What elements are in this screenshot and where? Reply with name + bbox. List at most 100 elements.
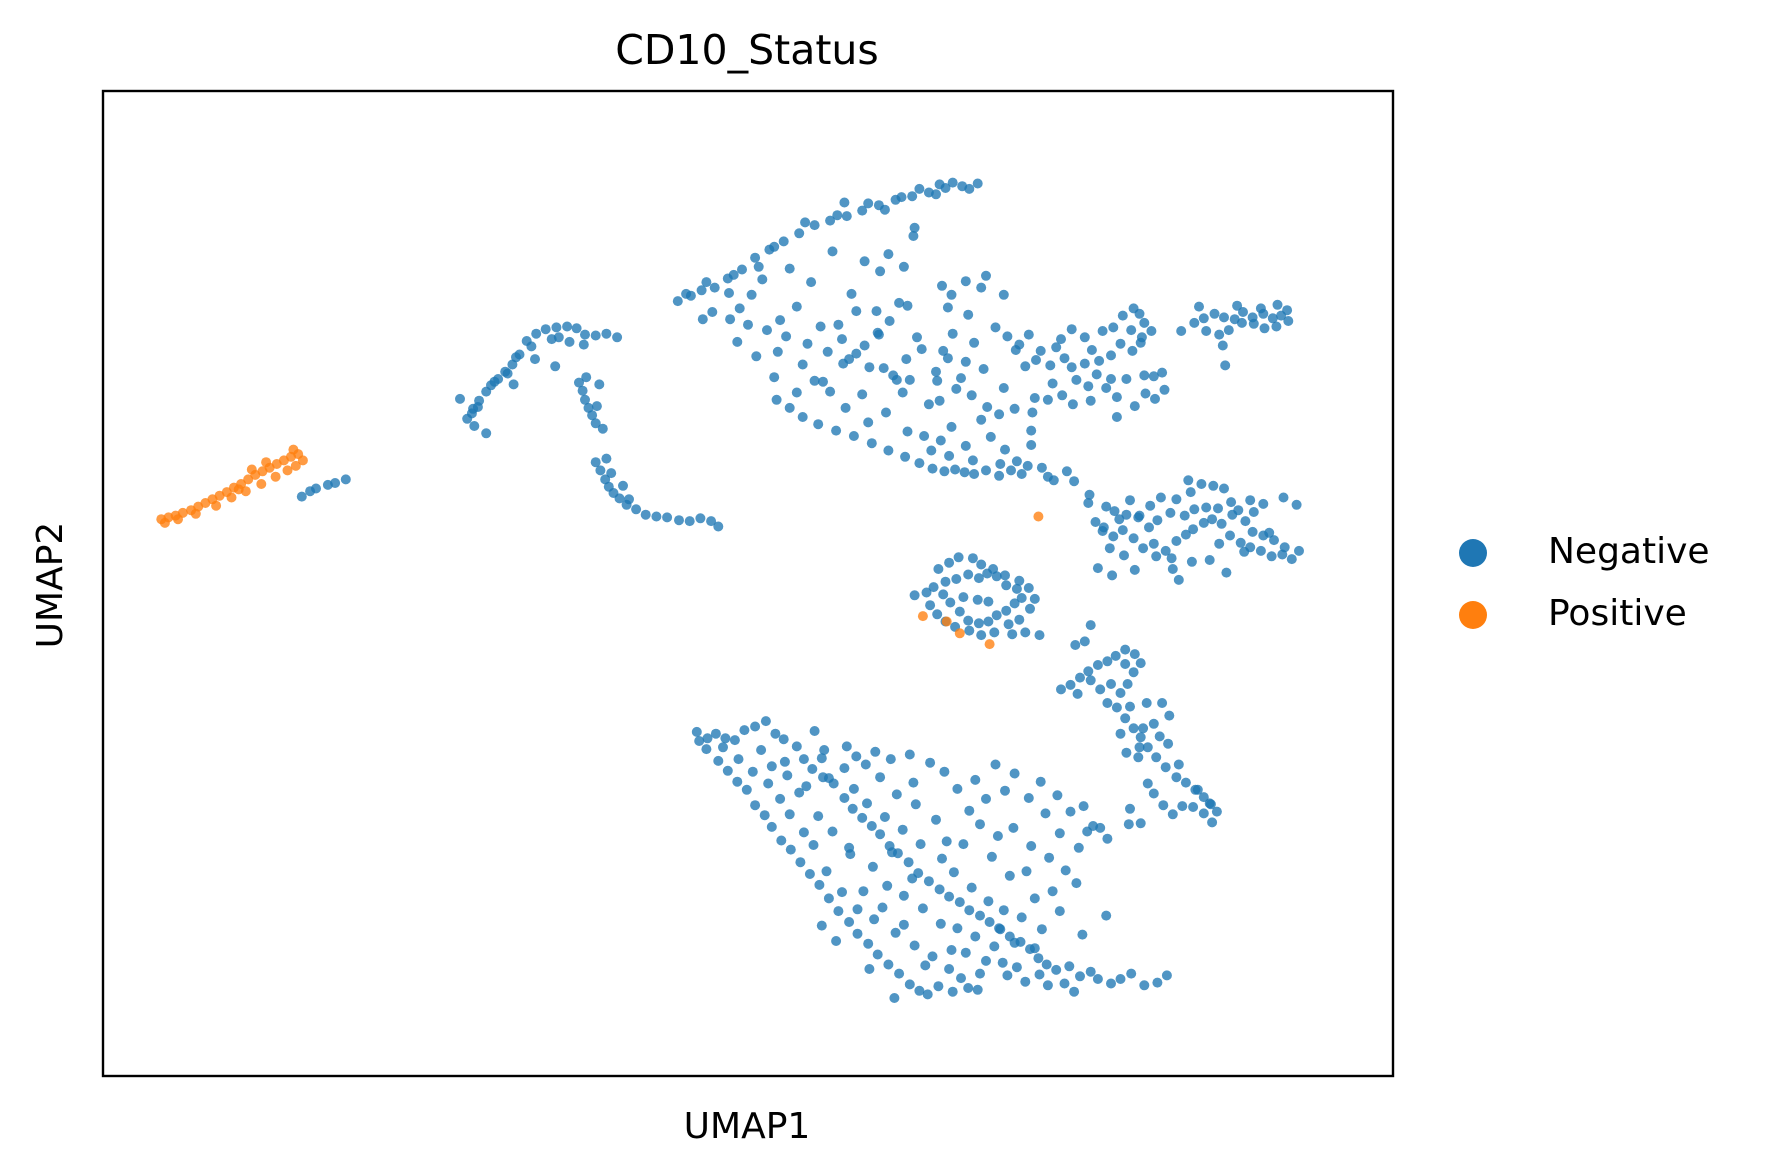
point-negative (1021, 866, 1032, 877)
point-negative (1167, 809, 1178, 820)
point-negative (1026, 841, 1037, 851)
point-negative (1171, 494, 1182, 505)
point-negative (967, 455, 978, 466)
point-negative (875, 829, 886, 840)
point-negative (813, 811, 824, 822)
point-negative (994, 409, 1005, 420)
point-negative (972, 594, 983, 605)
point-negative (1163, 738, 1174, 749)
point-negative (1271, 321, 1282, 332)
legend-marker-positive (1459, 601, 1487, 629)
point-negative (956, 973, 966, 984)
point-negative (481, 428, 492, 439)
point-negative (1204, 798, 1215, 809)
point-negative (940, 576, 951, 587)
point-negative (1135, 658, 1146, 669)
point-negative (296, 491, 307, 502)
point-negative (771, 394, 782, 405)
point-negative (1220, 360, 1231, 371)
point-negative (766, 821, 777, 832)
point-negative (1029, 893, 1040, 904)
point-negative (1135, 818, 1146, 829)
point-negative (894, 968, 905, 979)
point-negative (841, 211, 852, 222)
point-negative (904, 374, 915, 385)
point-negative (809, 726, 820, 736)
plot-points (156, 177, 1304, 1003)
point-negative (950, 464, 961, 475)
point-negative (985, 431, 996, 442)
point-negative (1059, 978, 1070, 989)
point-negative (939, 766, 950, 777)
point-negative (1139, 370, 1150, 381)
point-negative (1033, 953, 1044, 964)
point-negative (938, 345, 949, 356)
point-negative (1034, 969, 1045, 980)
point-negative (1129, 401, 1140, 412)
point-negative (933, 981, 944, 992)
point-negative (762, 325, 772, 336)
point-negative (1247, 526, 1258, 537)
point-negative (1035, 776, 1046, 787)
point-negative (1040, 808, 1051, 819)
point-negative (972, 178, 983, 189)
point-negative (1269, 535, 1279, 546)
point-negative (1011, 456, 1022, 467)
point-negative (1180, 529, 1191, 540)
point-negative (1188, 524, 1199, 535)
point-negative (989, 941, 1000, 952)
point-negative (550, 361, 561, 372)
point-negative (972, 984, 983, 995)
point-negative (729, 735, 740, 746)
point-negative (1123, 819, 1134, 830)
point-negative (601, 328, 612, 339)
point-negative (883, 445, 894, 456)
point-negative (775, 315, 786, 326)
point-negative (925, 757, 936, 768)
point-negative (1009, 768, 1020, 779)
point-negative (837, 887, 847, 898)
point-negative (954, 897, 965, 908)
point-negative (975, 819, 985, 830)
point-negative (914, 985, 925, 996)
point-negative (809, 375, 820, 386)
legend-label-negative: Negative (1548, 531, 1710, 572)
point-negative (852, 904, 863, 915)
point-negative (1198, 808, 1209, 819)
point-negative (982, 402, 993, 412)
point-negative (953, 552, 964, 563)
point-negative (991, 610, 1002, 621)
point-negative (1009, 598, 1020, 609)
x-axis-label: UMAP1 (684, 1106, 811, 1147)
point-negative (791, 387, 802, 398)
point-negative (1138, 543, 1149, 554)
point-negative (995, 459, 1006, 469)
point-negative (1134, 308, 1145, 319)
point-negative (946, 289, 957, 300)
point-negative (813, 419, 824, 430)
point-negative (1006, 465, 1016, 476)
point-negative (958, 592, 969, 603)
point-positive (233, 484, 244, 495)
point-negative (998, 905, 1009, 916)
point-negative (779, 756, 790, 767)
point-negative (907, 873, 918, 884)
point-negative (1106, 350, 1116, 361)
point-negative (934, 395, 945, 406)
point-negative (1204, 555, 1215, 565)
point-negative (904, 979, 915, 990)
point-negative (806, 277, 817, 288)
point-negative (1114, 514, 1125, 525)
point-negative (1122, 679, 1133, 689)
point-negative (823, 773, 834, 784)
point-negative (1085, 966, 1096, 977)
point-negative (322, 479, 333, 490)
point-negative (750, 252, 761, 263)
point-negative (489, 376, 500, 387)
point-negative (804, 869, 815, 879)
point-negative (944, 450, 955, 461)
point-negative (614, 493, 625, 504)
point-negative (823, 893, 834, 904)
point-negative (1164, 710, 1175, 721)
point-negative (763, 778, 774, 789)
